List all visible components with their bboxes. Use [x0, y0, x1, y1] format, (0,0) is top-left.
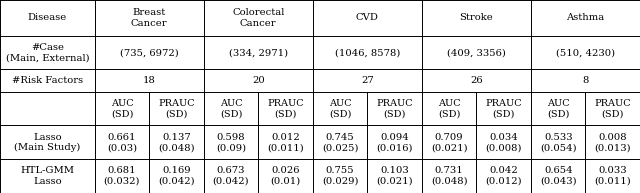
Text: Asthma: Asthma: [566, 13, 605, 22]
Text: 0.755
(0.029): 0.755 (0.029): [322, 166, 358, 186]
Text: CVD: CVD: [356, 13, 379, 22]
Text: (1046, 8578): (1046, 8578): [335, 48, 400, 57]
Text: Breast
Cancer: Breast Cancer: [131, 8, 168, 28]
Text: (510, 4230): (510, 4230): [556, 48, 615, 57]
Text: HTL-GMM
Lasso: HTL-GMM Lasso: [20, 166, 74, 186]
Text: PRAUC
(SD): PRAUC (SD): [268, 99, 304, 118]
Text: 0.034
(0.008): 0.034 (0.008): [485, 133, 522, 152]
Text: Lasso
(Main Study): Lasso (Main Study): [14, 133, 81, 152]
Text: 0.094
(0.016): 0.094 (0.016): [376, 133, 413, 152]
Text: PRAUC
(SD): PRAUC (SD): [158, 99, 195, 118]
Text: 26: 26: [470, 76, 483, 85]
Text: 0.008
(0.013): 0.008 (0.013): [595, 133, 631, 152]
Text: (409, 3356): (409, 3356): [447, 48, 506, 57]
Text: 0.137
(0.048): 0.137 (0.048): [158, 133, 195, 152]
Text: 0.673
(0.042): 0.673 (0.042): [212, 166, 250, 186]
Text: 0.598
(0.09): 0.598 (0.09): [216, 133, 246, 152]
Text: AUC
(SD): AUC (SD): [438, 99, 460, 118]
Text: (735, 6972): (735, 6972): [120, 48, 179, 57]
Text: #Risk Factors: #Risk Factors: [12, 76, 83, 85]
Text: PRAUC
(SD): PRAUC (SD): [485, 99, 522, 118]
Text: 0.042
(0.012): 0.042 (0.012): [485, 166, 522, 186]
Text: #Case
(Main, External): #Case (Main, External): [6, 43, 89, 62]
Text: 20: 20: [252, 76, 265, 85]
Text: 0.731
(0.048): 0.731 (0.048): [431, 166, 467, 186]
Text: 0.533
(0.054): 0.533 (0.054): [540, 133, 577, 152]
Text: AUC
(SD): AUC (SD): [111, 99, 133, 118]
Text: 0.033
(0.011): 0.033 (0.011): [595, 166, 631, 186]
Text: 0.103
(0.021): 0.103 (0.021): [376, 166, 413, 186]
Text: 0.661
(0.03): 0.661 (0.03): [107, 133, 137, 152]
Text: AUC
(SD): AUC (SD): [220, 99, 243, 118]
Text: 0.654
(0.043): 0.654 (0.043): [540, 166, 577, 186]
Text: 18: 18: [143, 76, 156, 85]
Text: AUC
(SD): AUC (SD): [329, 99, 351, 118]
Text: AUC
(SD): AUC (SD): [547, 99, 570, 118]
Text: Stroke: Stroke: [460, 13, 493, 22]
Text: Disease: Disease: [28, 13, 67, 22]
Text: 0.026
(0.01): 0.026 (0.01): [271, 166, 301, 186]
Text: 0.745
(0.025): 0.745 (0.025): [322, 133, 358, 152]
Text: PRAUC
(SD): PRAUC (SD): [595, 99, 631, 118]
Text: (334, 2971): (334, 2971): [228, 48, 288, 57]
Text: 0.012
(0.011): 0.012 (0.011): [267, 133, 304, 152]
Text: PRAUC
(SD): PRAUC (SD): [376, 99, 413, 118]
Text: 0.709
(0.021): 0.709 (0.021): [431, 133, 467, 152]
Text: 8: 8: [582, 76, 589, 85]
Text: Colorectal
Cancer: Colorectal Cancer: [232, 8, 285, 28]
Text: 0.169
(0.042): 0.169 (0.042): [158, 166, 195, 186]
Text: 0.681
(0.032): 0.681 (0.032): [104, 166, 140, 186]
Text: 27: 27: [361, 76, 374, 85]
